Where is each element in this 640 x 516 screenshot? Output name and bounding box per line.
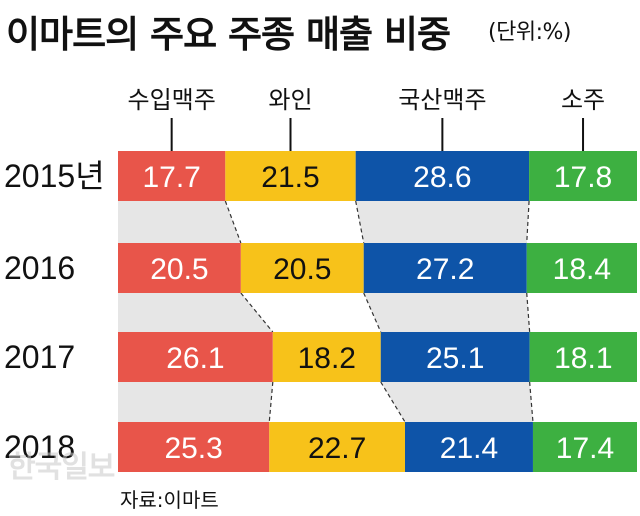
legend-label: 소주	[561, 86, 605, 114]
bar-segment	[225, 151, 356, 201]
connector-dashed-line	[355, 200, 365, 244]
chart-title: 이마트의 주요 주종 매출 비중	[6, 13, 451, 56]
legend-label: 와인	[268, 86, 312, 114]
bar-segment	[269, 422, 406, 472]
connector-dashed-line	[224, 200, 242, 244]
value-label: 21.5	[261, 161, 319, 194]
watermark-logo: 한국일보	[8, 450, 115, 485]
value-label: 17.8	[554, 161, 612, 194]
value-label: 25.3	[164, 432, 222, 465]
connector-band	[118, 201, 241, 243]
value-label: 20.5	[150, 253, 208, 286]
connector-band	[363, 293, 530, 332]
bar-segment	[363, 243, 527, 293]
value-label: 27.2	[416, 253, 474, 286]
value-label: 25.1	[426, 342, 484, 375]
value-label: 17.4	[556, 432, 614, 465]
unit-label: (단위:%)	[488, 20, 571, 45]
bar-segment	[355, 151, 530, 201]
bar-segment	[529, 151, 637, 201]
bar-segment	[118, 332, 273, 382]
year-label: 2018	[4, 429, 75, 465]
connector-dashed-line	[380, 381, 406, 423]
connector-band	[118, 382, 273, 422]
value-label: 17.7	[142, 161, 200, 194]
bar-segment	[526, 243, 637, 293]
connector-dashed-line	[240, 292, 274, 333]
bar-segment	[118, 243, 241, 293]
year-label: 2015년	[4, 158, 105, 194]
bar-segment	[240, 243, 364, 293]
value-label: 18.1	[554, 342, 612, 375]
value-label: 22.7	[308, 432, 366, 465]
legend-label: 국산맥주	[398, 86, 486, 114]
bar-segment	[532, 422, 637, 472]
bar-segment	[118, 422, 270, 472]
value-label: 28.6	[413, 161, 471, 194]
legend-label: 수입맥주	[127, 86, 215, 114]
value-label: 21.4	[440, 432, 498, 465]
source-note: 자료:이마트	[120, 488, 219, 512]
year-label: 2016	[4, 250, 75, 286]
value-label: 18.2	[298, 342, 356, 375]
value-label: 18.4	[553, 253, 611, 286]
bar-segment	[118, 151, 226, 201]
bar-segment	[272, 332, 381, 382]
bar-segment	[405, 422, 533, 472]
year-label: 2017	[4, 339, 75, 375]
value-label: 26.1	[166, 342, 224, 375]
connector-band	[380, 382, 533, 422]
connector-band	[118, 293, 273, 332]
bar-segment	[529, 332, 637, 382]
connector-dashed-line	[363, 292, 382, 333]
bar-segment	[380, 332, 530, 382]
connector-dashed-line	[526, 200, 530, 244]
connector-band	[355, 201, 530, 243]
value-label: 20.5	[273, 253, 331, 286]
